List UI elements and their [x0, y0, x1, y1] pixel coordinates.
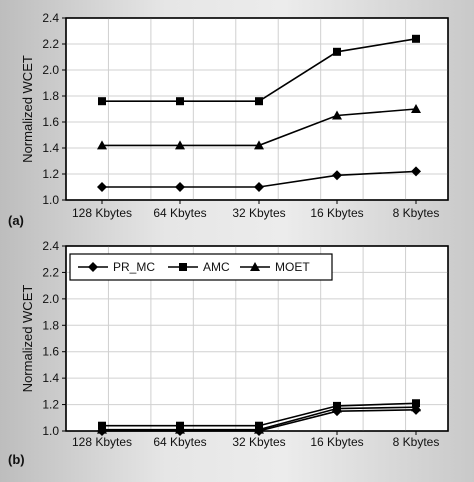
series-amc-point	[98, 97, 106, 106]
series-moet-point	[411, 402, 421, 412]
y-axis-label: Normalized WCET	[20, 55, 35, 163]
series-amc	[98, 34, 420, 106]
legend-moet-label: MOET	[275, 260, 310, 274]
x-tick-label: 64 Kbytes	[153, 435, 206, 449]
series-amc-point	[176, 97, 184, 106]
x-tick-label: 32 Kbytes	[232, 206, 285, 220]
legend-amc-label: AMC	[203, 260, 230, 274]
y-tick-label: 1.2	[42, 398, 59, 412]
series-pr-mc-point	[175, 182, 185, 192]
plot-area	[65, 17, 449, 201]
series-amc-point	[412, 34, 420, 43]
legend-amc-point	[179, 263, 187, 271]
series-pr-mc-point	[411, 166, 421, 177]
y-tick-label: 2.0	[42, 63, 59, 77]
x-tick-label: 64 Kbytes	[153, 206, 206, 220]
panel-label: (b)	[8, 452, 25, 467]
legend-box	[69, 253, 333, 281]
x-tick-label: 128 Kbytes	[72, 206, 132, 220]
series-moet-point	[175, 424, 185, 434]
series-amc-point	[255, 97, 263, 106]
x-tick-label: 8 Kbytes	[393, 206, 440, 220]
y-tick-label: 1.6	[42, 345, 59, 359]
legend-pr-mc-label: PR_MC	[113, 260, 155, 274]
y-tick-label: 1.8	[42, 318, 59, 332]
legend: PR_MC AMC MOET	[69, 253, 333, 281]
series-moet-point	[332, 403, 342, 413]
series-pr-mc-point	[332, 170, 342, 181]
chart-panel-a: 1.0 1.2 1.4 1.6 1.8 2.0 2.2 2.4 128 Kbytes 64 Kby…	[8, 11, 449, 228]
series-moet-point	[97, 424, 107, 434]
series-pr-mc-point	[97, 182, 107, 192]
y-tick-label: 1.0	[42, 193, 59, 207]
y-tick-label: 1.4	[42, 371, 59, 385]
x-tick-label: 16 Kbytes	[310, 206, 363, 220]
y-tick-label: 2.2	[42, 37, 59, 51]
x-tick-label: 16 Kbytes	[310, 435, 363, 449]
series-moet-point	[175, 140, 185, 150]
series-amc-point	[333, 47, 341, 56]
series-pr-mc-point	[254, 182, 264, 192]
y-tick-label: 1.2	[42, 167, 59, 181]
series-moet-point	[254, 140, 264, 150]
y-tick-label: 2.4	[42, 239, 59, 253]
y-tick-label: 2.0	[42, 292, 59, 306]
y-tick-label: 1.8	[42, 89, 59, 103]
y-tick-label: 1.4	[42, 141, 59, 155]
y-tick-label: 2.2	[42, 265, 59, 279]
y-tick-label: 2.4	[42, 11, 59, 25]
series-pr-mc	[97, 166, 421, 192]
y-tick-label: 1.0	[42, 424, 59, 438]
legend-moet-point	[250, 262, 260, 271]
series-moet	[97, 104, 421, 150]
series-moet-point	[254, 424, 264, 434]
series-moet-point	[332, 110, 342, 120]
chart-panel-b: 1.0 1.2 1.4 1.6 1.8 2.0 2.2 2.4 128 Kbytes 64 Kby…	[8, 239, 449, 467]
y-tick-label: 1.6	[42, 115, 59, 129]
x-tick-label: 32 Kbytes	[232, 435, 285, 449]
x-tick-label: 128 Kbytes	[72, 435, 132, 449]
x-tick-label: 8 Kbytes	[393, 435, 440, 449]
y-axis-label: Normalized WCET	[20, 285, 35, 393]
series-moet	[97, 402, 421, 434]
series-moet-point	[411, 104, 421, 113]
panel-label: (a)	[8, 213, 24, 228]
legend-pr-mc-point	[88, 262, 98, 272]
plot-border	[65, 17, 449, 201]
series-moet-point	[97, 140, 107, 150]
